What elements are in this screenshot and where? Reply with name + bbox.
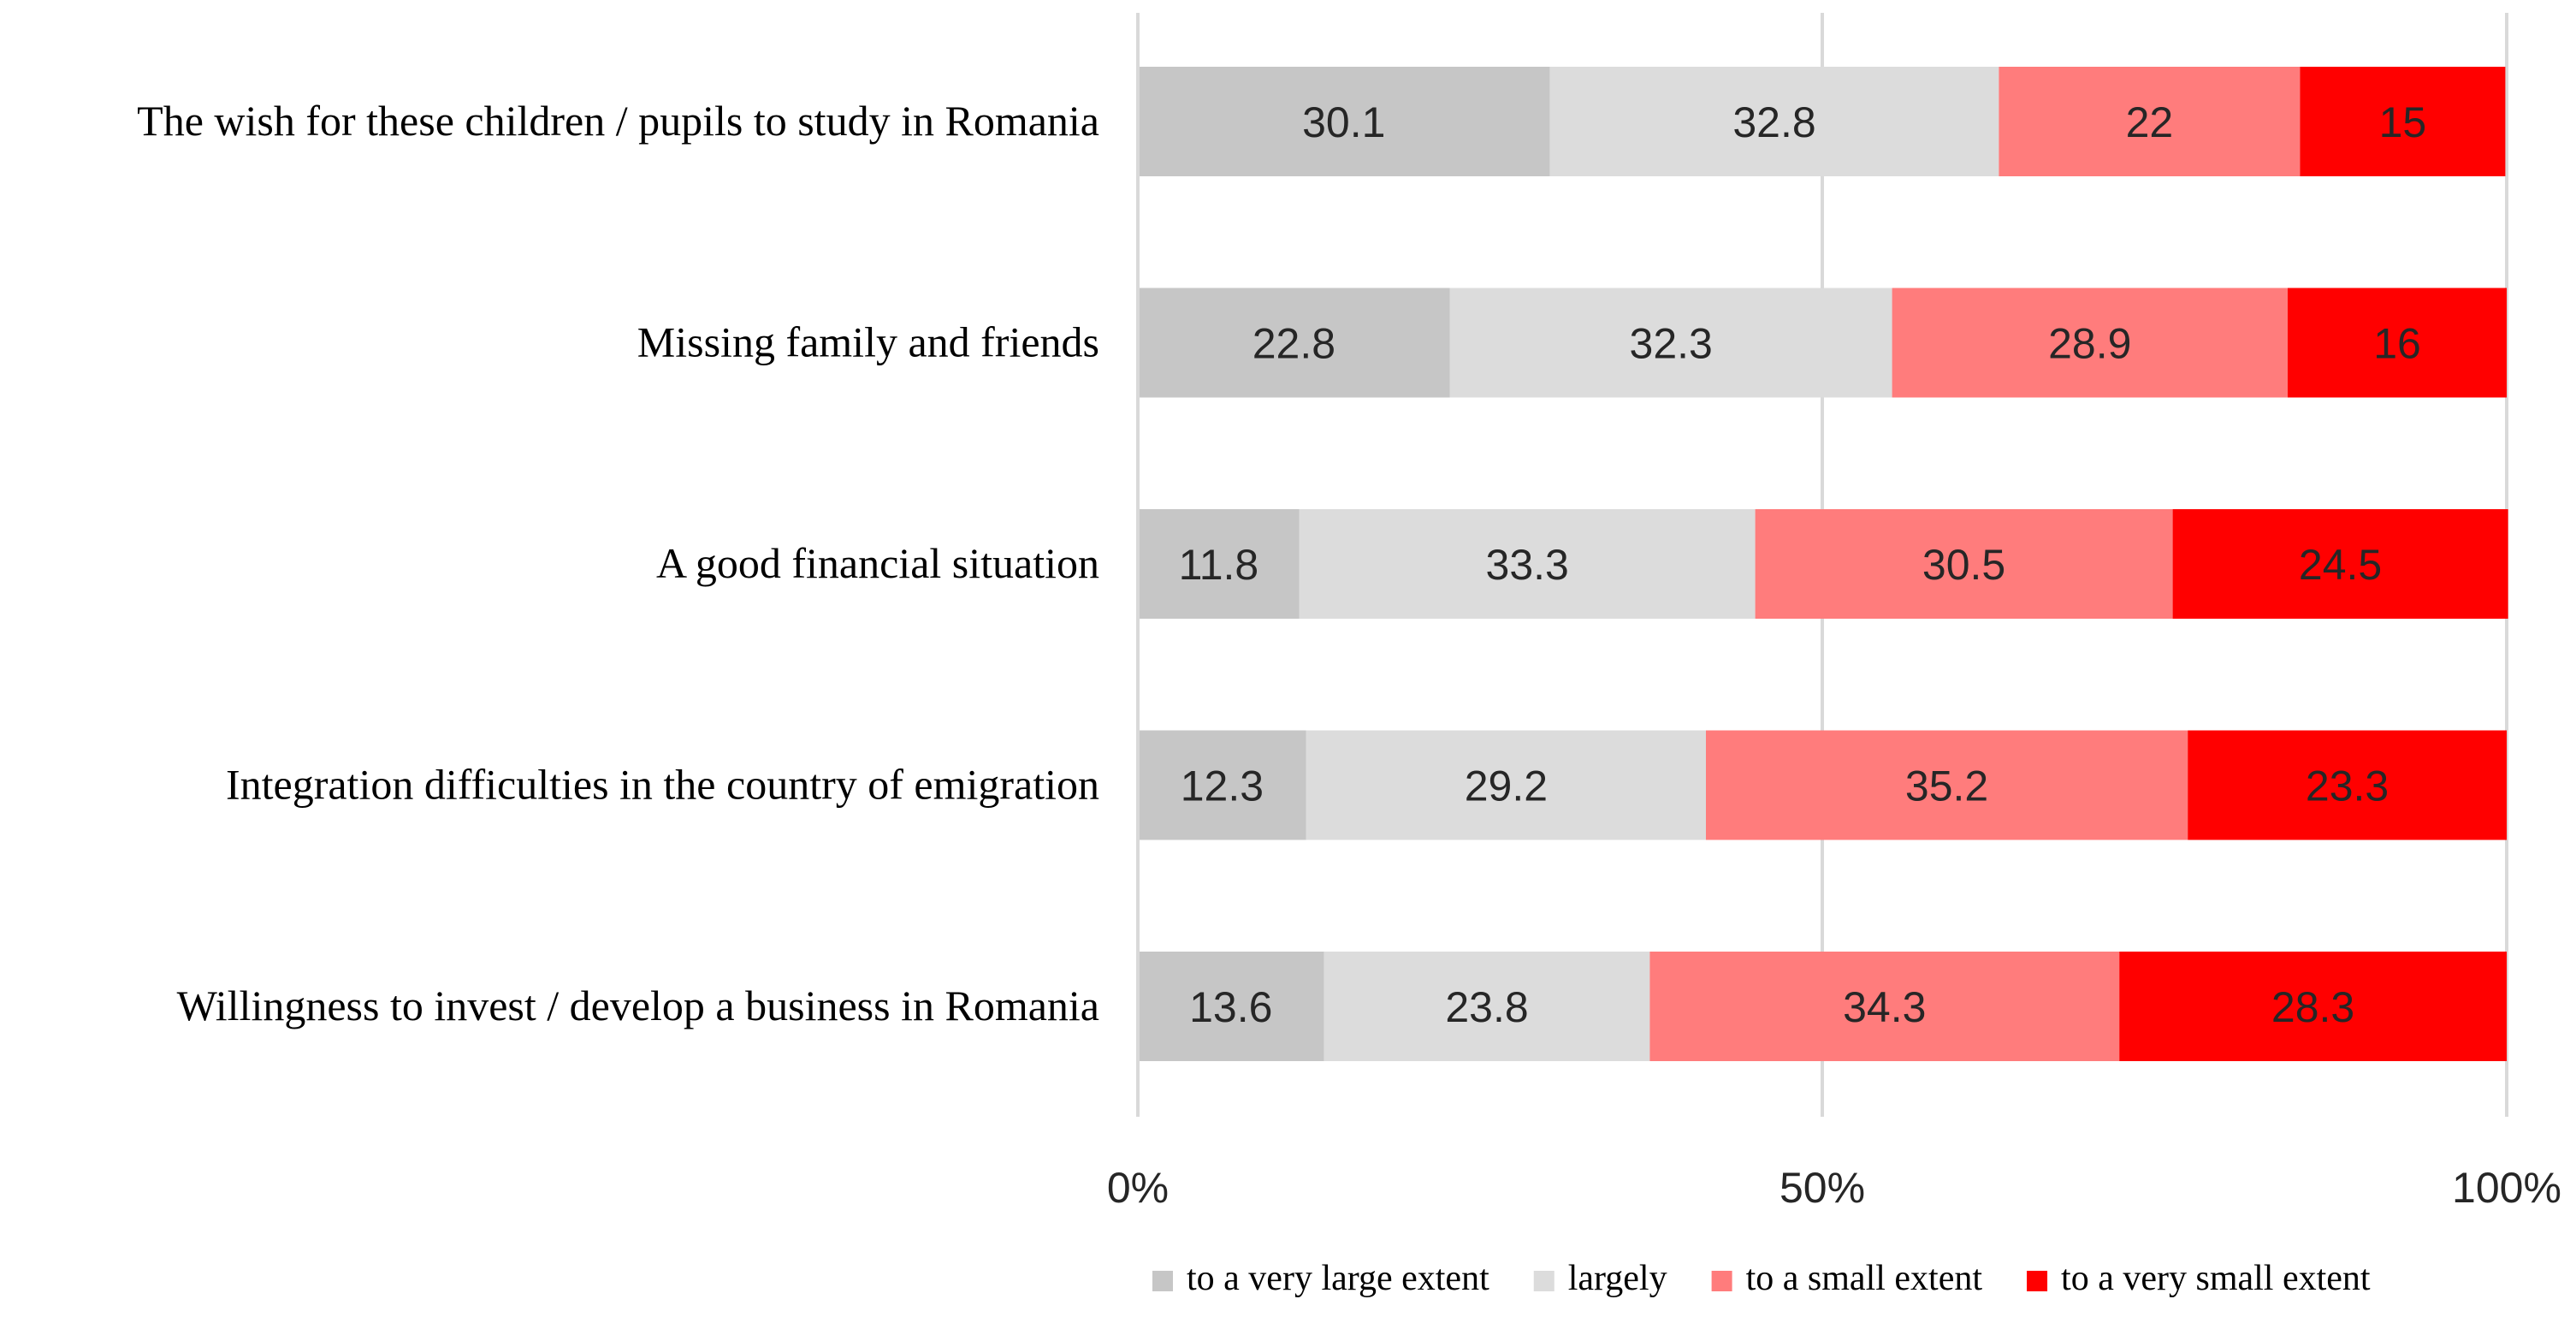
data-label: 16 <box>2373 320 2421 368</box>
category-label: Integration difficulties in the country … <box>226 761 1099 809</box>
data-label: 13.6 <box>1189 983 1272 1031</box>
bar-group: 12.3 29.2 35.2 23.3 <box>1138 730 2507 840</box>
bar-segment <box>1549 67 1999 176</box>
data-label: 29.2 <box>1465 762 1548 810</box>
data-label: 33.3 <box>1486 541 1569 589</box>
data-label: 28.3 <box>2271 983 2354 1031</box>
data-label: 15 <box>2379 98 2427 146</box>
legend-label: largely <box>1568 1259 1667 1298</box>
x-tick-label: 0% <box>1107 1164 1169 1212</box>
bar-segment <box>1449 288 1892 398</box>
legend-item: to a very large extent <box>1152 1259 1489 1298</box>
x-axis-tick-labels: 0% 50% 100% <box>1107 1164 2561 1212</box>
bar-segment <box>2188 730 2507 840</box>
legend-label: to a very small extent <box>2061 1259 2371 1298</box>
bars: 30.1 32.8 22 15 22.8 32.3 28.9 16 11.8 33.3 30.5 24… <box>1138 67 2508 1061</box>
bar-group: 13.6 23.8 34.3 28.3 <box>1138 952 2507 1061</box>
data-label: 24.5 <box>2299 541 2382 589</box>
bar-segment <box>1892 288 2288 398</box>
category-label: A good financial situation <box>656 539 1099 587</box>
legend-swatch <box>1533 1271 1554 1291</box>
data-label: 32.3 <box>1630 320 1713 368</box>
data-label: 11.8 <box>1179 541 1259 589</box>
data-label: 34.3 <box>1843 983 1926 1031</box>
category-labels: The wish for these children / pupils to … <box>137 97 1099 1029</box>
bar-segment <box>1324 952 1650 1061</box>
data-label: 28.9 <box>2048 320 2131 368</box>
bar-segment <box>2172 509 2508 619</box>
data-label: 23.8 <box>1445 983 1528 1031</box>
legend-swatch <box>2027 1271 2048 1291</box>
bar-segment <box>2119 952 2507 1061</box>
legend-swatch <box>1711 1271 1732 1291</box>
bar-group: 30.1 32.8 22 15 <box>1138 67 2506 176</box>
bar-group: 22.8 32.3 28.9 16 <box>1138 288 2507 398</box>
bar-segment <box>1306 730 1706 840</box>
bar-segment <box>1138 67 1550 176</box>
category-label: Willingness to invest / develop a busine… <box>177 982 1099 1029</box>
bar-segment <box>2300 67 2506 176</box>
bar-segment <box>1755 509 2173 619</box>
bar-segment <box>1299 509 1756 619</box>
data-label: 32.8 <box>1732 98 1815 146</box>
bar-segment <box>1138 952 1324 1061</box>
bar-segment <box>1138 509 1300 619</box>
legend-item: to a small extent <box>1711 1259 1983 1298</box>
legend-item: largely <box>1533 1259 1667 1298</box>
x-tick-label: 50% <box>1780 1164 1865 1212</box>
data-label: 22 <box>2126 98 2174 146</box>
bar-segment <box>1138 730 1306 840</box>
x-tick-label: 100% <box>2452 1164 2561 1212</box>
legend-swatch <box>1152 1271 1173 1291</box>
data-label: 35.2 <box>1905 762 1988 810</box>
category-label: Missing family and friends <box>637 318 1099 366</box>
bar-segment <box>1138 288 1450 398</box>
bar-group: 11.8 33.3 30.5 24.5 <box>1138 509 2508 619</box>
bar-segment <box>1649 952 2120 1061</box>
bar-segment <box>2288 288 2507 398</box>
legend-label: to a small extent <box>1746 1259 1983 1298</box>
bar-segment <box>1706 730 2188 840</box>
legend-item: to a very small extent <box>2027 1259 2371 1298</box>
category-label: The wish for these children / pupils to … <box>137 97 1099 145</box>
data-label: 30.1 <box>1302 98 1385 146</box>
data-label: 12.3 <box>1181 762 1264 810</box>
data-label: 23.3 <box>2306 762 2389 810</box>
legend-label: to a very large extent <box>1187 1259 1489 1298</box>
bar-segment <box>1999 67 2301 176</box>
data-label: 22.8 <box>1252 320 1335 368</box>
legend: to a very large extent largely to a small … <box>1152 1259 2371 1298</box>
data-label: 30.5 <box>1922 541 2005 589</box>
